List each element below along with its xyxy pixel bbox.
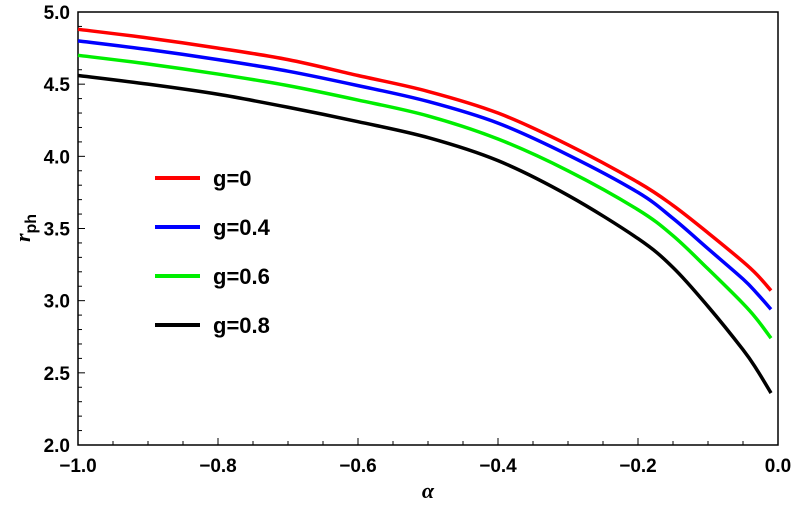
svg-text:rph: rph	[10, 214, 40, 242]
y-tick-label: 3.5	[44, 220, 71, 241]
legend-label: g=0.8	[213, 313, 270, 338]
series-line-g-0-8	[77, 73, 773, 394]
legend: g=0 g=0.4 g=0.6 g=0.8	[155, 166, 271, 338]
x-tick-label: 0.0	[765, 456, 791, 477]
y-axis: 2.0 2.5 3.0 3.5 4.0 4.5 5.0	[44, 3, 85, 457]
x-tick-label: −0.4	[479, 456, 517, 477]
y-tick-label: 4.0	[44, 147, 70, 168]
legend-label: g=0	[213, 166, 252, 191]
x-tick-label: −0.2	[619, 456, 657, 477]
y-tick-label: 5.0	[44, 3, 70, 24]
legend-label: g=0.4	[213, 215, 271, 240]
x-axis: −1.0 −0.8 −0.6 −0.4 −0.2 0.0	[59, 438, 791, 477]
series-line-g-0	[77, 27, 773, 292]
y-axis-label: rph	[10, 214, 40, 242]
x-tick-label: −0.6	[339, 456, 377, 477]
y-axis-label-main: r	[10, 233, 35, 242]
y-tick-label: 2.0	[44, 436, 70, 457]
series-line-g-0-4	[77, 39, 773, 311]
legend-label: g=0.6	[213, 264, 270, 289]
series-curves	[77, 27, 773, 394]
y-tick-label: 4.5	[44, 75, 71, 96]
y-tick-label: 2.5	[44, 364, 71, 385]
y-axis-label-subscript: ph	[23, 214, 40, 234]
y-tick-label: 3.0	[44, 292, 70, 313]
x-tick-label: −1.0	[59, 456, 97, 477]
x-tick-label: −0.8	[199, 456, 237, 477]
series-line-g-0-6	[77, 53, 773, 340]
x-axis-label: α	[422, 478, 435, 503]
